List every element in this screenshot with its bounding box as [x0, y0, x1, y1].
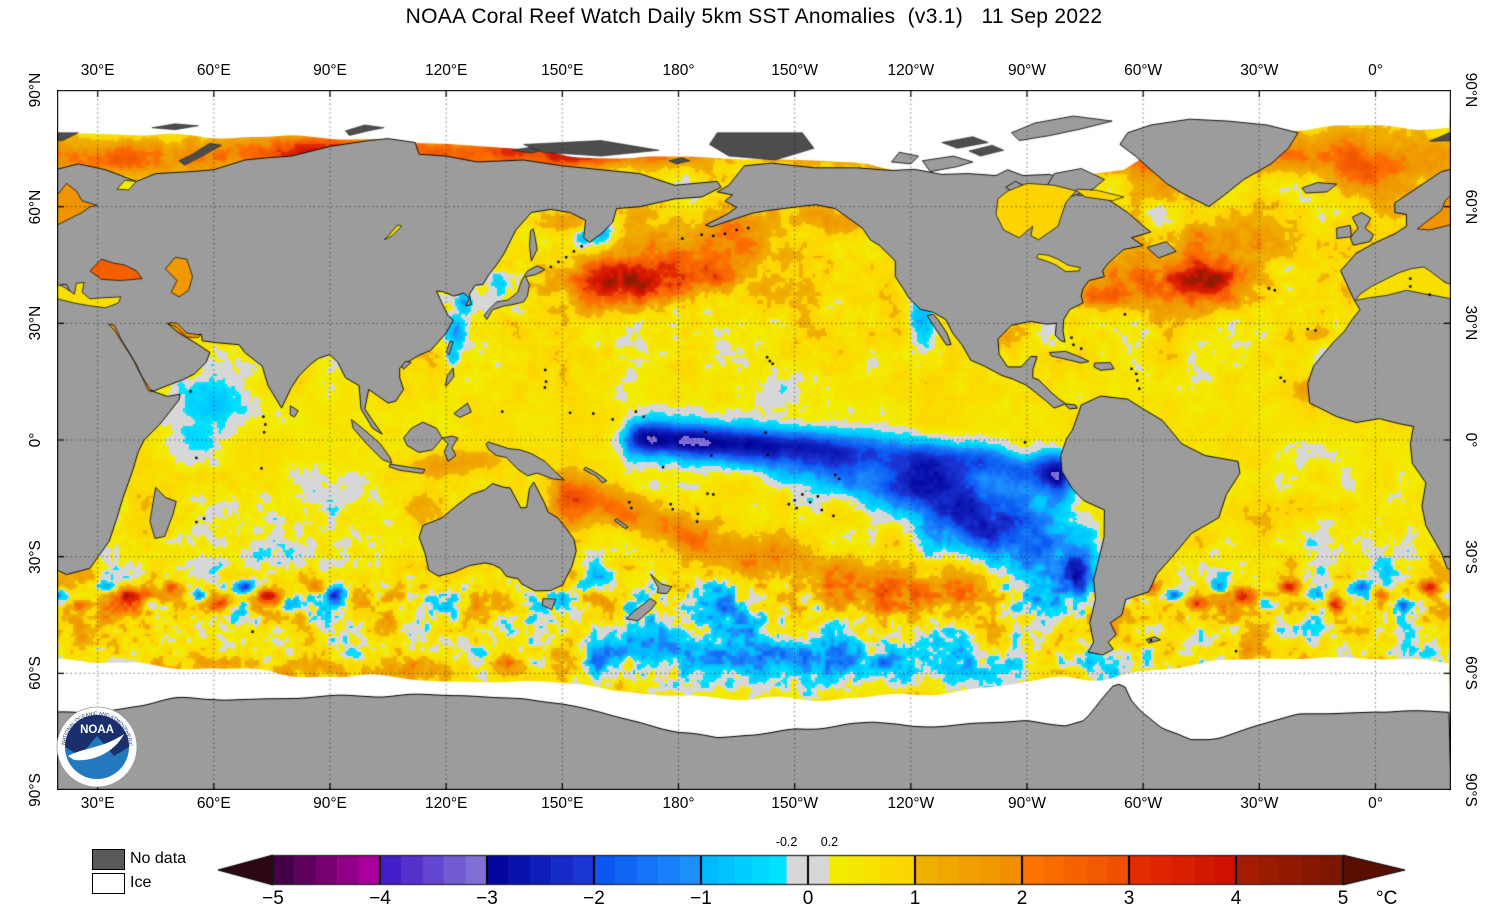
lon-tick-label: 180°: [662, 62, 695, 79]
lon-tick-label: 120°E: [424, 795, 468, 812]
lon-tick-label: 90°E: [313, 62, 347, 79]
colorbar-tick-label: −2: [583, 888, 605, 909]
colorbar-tick-label: 1: [909, 888, 921, 909]
ice-swatch: [92, 872, 125, 894]
lon-tick-label: 60°W: [1124, 62, 1163, 79]
lon-tick-label: 0°: [1368, 795, 1383, 812]
lon-tick-label: 120°W: [887, 62, 935, 79]
colorbar-tick-label: −5: [262, 888, 284, 909]
ice-label: Ice: [130, 874, 152, 891]
lat-tick-label: 90°N: [27, 72, 44, 108]
lat-tick-label: 30°S: [27, 539, 44, 574]
no-data-label: No data: [130, 850, 187, 867]
lon-tick-label: 30°W: [1240, 62, 1279, 79]
map-legend: No data Ice: [92, 847, 186, 895]
lat-tick-label: 60°N: [27, 189, 44, 224]
lat-tick-label: 0°: [27, 432, 44, 448]
lat-tick-label: 90°S: [1462, 773, 1479, 807]
colorbar-inner-tick-label: 0.2: [820, 835, 839, 849]
lon-tick-label: 90°W: [1007, 62, 1047, 79]
lon-tick-label: 120°W: [887, 795, 935, 812]
noaa-acronym: NOAA: [80, 724, 114, 736]
lon-tick-label: 60°E: [196, 62, 231, 79]
lon-tick-label: 150°E: [541, 62, 584, 79]
colorbar-tick-label: 4: [1230, 888, 1242, 909]
colorbar-tick-label: −1: [690, 888, 712, 909]
lon-tick-label: 30°W: [1240, 795, 1279, 812]
lon-tick-label: 90°E: [313, 795, 347, 812]
legend-item-no-data: No data: [92, 847, 186, 871]
colorbar-tick-label: 5: [1337, 888, 1349, 909]
lon-tick-label: 60°W: [1124, 795, 1163, 812]
colorbar-inner-tick-label: -0.2: [775, 835, 798, 849]
colorbar-tick-label: −4: [369, 888, 391, 909]
colorbar-canvas: [215, 851, 1409, 889]
lat-tick-label: 30°S: [1462, 539, 1479, 574]
legend-item-ice: Ice: [92, 871, 186, 895]
lon-tick-label: 90°W: [1007, 795, 1047, 812]
colorbar-tick-label: 0: [802, 888, 814, 909]
lat-tick-label: 90°N: [1462, 72, 1479, 108]
no-data-swatch: [92, 848, 125, 870]
lon-tick-label: 30°E: [80, 795, 115, 812]
lon-tick-label: 0°: [1368, 62, 1383, 79]
lon-tick-label: 150°W: [771, 795, 819, 812]
colorbar-tick-label: −3: [476, 888, 498, 909]
colorbar-tick-label: 2: [1016, 888, 1028, 909]
noaa-emblem: [65, 715, 129, 779]
lon-tick-label: 120°E: [424, 62, 468, 79]
colorbar-unit: °C: [1376, 888, 1398, 909]
sst-anomaly-map-canvas: [57, 90, 1451, 790]
lat-tick-label: 60°N: [1462, 189, 1479, 224]
lat-tick-label: 30°N: [27, 306, 44, 341]
lat-tick-label: 90°S: [27, 773, 44, 807]
lon-tick-label: 180°: [662, 795, 695, 812]
lon-tick-label: 30°E: [80, 62, 115, 79]
lon-tick-label: 60°E: [196, 795, 231, 812]
lon-tick-label: 150°W: [771, 62, 819, 79]
lat-tick-label: 60°S: [27, 656, 44, 691]
lat-tick-label: 60°S: [1462, 656, 1479, 691]
noaa-logo: NATIONAL OCEANIC AND ATMOSPHERIC ADMINIS…: [56, 706, 138, 788]
lat-tick-label: 30°N: [1462, 306, 1479, 341]
colorbar-tick-label: 3: [1123, 888, 1135, 909]
noaa-bird-icon: [68, 734, 124, 761]
page-title: NOAA Coral Reef Watch Daily 5km SST Anom…: [405, 5, 1103, 28]
lat-tick-label: 0°: [1462, 432, 1479, 448]
lon-tick-label: 150°E: [541, 795, 584, 812]
